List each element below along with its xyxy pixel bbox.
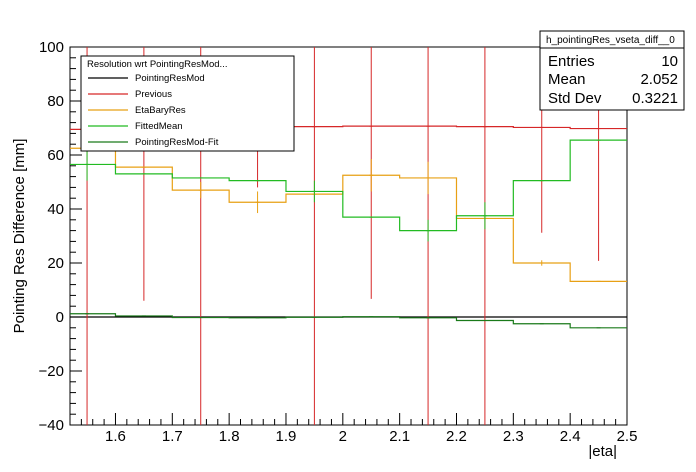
stats-entries-label: Entries (548, 53, 595, 70)
series-line (70, 147, 627, 282)
series-line (70, 313, 627, 329)
series-line (70, 139, 627, 232)
legend-box (80, 55, 295, 152)
stats-title: h_pointingRes_vseta_diff__0 (546, 35, 675, 46)
stats-entries-value: 10 (661, 53, 678, 70)
legend-title: Resolution wrt PointingResMod... (87, 59, 227, 70)
y-tick-label: −20 (39, 363, 64, 380)
legend-label: EtaBaryRes (135, 105, 186, 116)
x-tick-label: 2.5 (617, 428, 638, 445)
y-tick-label: 20 (47, 255, 64, 272)
stats-stddev-value: 0.3221 (632, 90, 678, 107)
y-tick-label: 0 (56, 309, 64, 326)
y-tick-label: 60 (47, 147, 64, 164)
plot-frame (69, 46, 628, 426)
x-tick-label: 1.8 (219, 428, 240, 445)
legend-label: PointingResMod (135, 73, 205, 84)
y-tick-label: 100 (39, 39, 64, 56)
series-pointingresmod-fit (70, 313, 627, 329)
x-tick-label: 2.3 (503, 428, 524, 445)
stats-stddev-label: Std Dev (548, 90, 602, 107)
y-tick-label: 40 (47, 201, 64, 218)
y-tick-label: −40 (39, 417, 64, 434)
x-tick-label: 1.7 (162, 428, 183, 445)
stats-body-box (539, 47, 685, 111)
legend-label: Previous (135, 89, 172, 100)
stats-box: h_pointingRes_vseta_diff__0 Entries 10 M… (539, 30, 685, 111)
y-tick-label: 80 (47, 93, 64, 110)
series-fittedmean (70, 139, 627, 242)
x-axis-label: |eta| (588, 443, 617, 460)
y-axis-label: Pointing Res Difference [mm] (11, 139, 28, 334)
x-tick-label: 2 (339, 428, 347, 445)
legend: Resolution wrt PointingResMod... Pointin… (80, 55, 295, 152)
x-tick-label: 2.2 (446, 428, 467, 445)
series-etabaryres (70, 147, 627, 282)
x-tick-label: 1.6 (105, 428, 126, 445)
legend-label: PointingResMod-Fit (135, 137, 219, 148)
x-tick-label: 2.4 (560, 428, 581, 445)
legend-label: FittedMean (135, 121, 183, 132)
stats-mean-label: Mean (548, 71, 586, 88)
stats-mean-value: 2.052 (640, 71, 678, 88)
legend-entries: PointingResMod Previous EtaBaryRes FittedMe… (88, 73, 219, 148)
x-tick-label: 1.9 (276, 428, 297, 445)
x-tick-label: 2.1 (389, 428, 410, 445)
